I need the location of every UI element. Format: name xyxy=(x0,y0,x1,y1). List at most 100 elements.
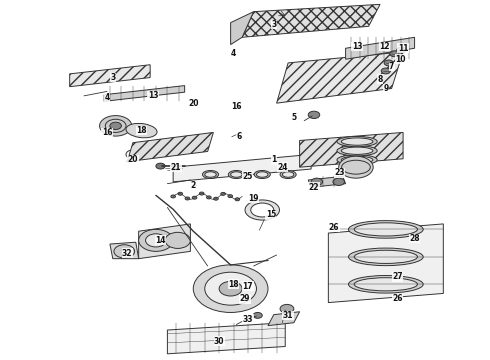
Ellipse shape xyxy=(228,171,245,179)
Text: 26: 26 xyxy=(329,223,340,232)
Text: 7: 7 xyxy=(389,62,394,71)
Text: 10: 10 xyxy=(395,55,405,64)
Circle shape xyxy=(381,68,391,74)
Ellipse shape xyxy=(251,203,274,217)
Text: 21: 21 xyxy=(171,163,181,172)
Circle shape xyxy=(333,178,344,185)
Circle shape xyxy=(110,122,122,130)
Circle shape xyxy=(193,265,268,312)
Circle shape xyxy=(219,282,242,296)
Text: 33: 33 xyxy=(243,315,253,324)
Text: 13: 13 xyxy=(148,91,158,100)
Text: 3: 3 xyxy=(110,73,116,82)
Text: 5: 5 xyxy=(291,113,296,122)
Text: 30: 30 xyxy=(214,337,224,346)
Text: 4: 4 xyxy=(231,49,236,58)
Text: 8: 8 xyxy=(377,75,383,84)
Ellipse shape xyxy=(282,172,294,177)
Ellipse shape xyxy=(256,172,268,177)
Polygon shape xyxy=(139,224,191,259)
Text: 18: 18 xyxy=(228,280,239,289)
Text: 22: 22 xyxy=(309,183,319,192)
Text: 20: 20 xyxy=(128,156,138,165)
Ellipse shape xyxy=(354,250,417,264)
Text: 24: 24 xyxy=(277,163,288,172)
Circle shape xyxy=(165,232,191,248)
Circle shape xyxy=(339,156,373,178)
Circle shape xyxy=(221,192,225,195)
Text: 31: 31 xyxy=(283,311,294,320)
Text: 4: 4 xyxy=(104,93,110,102)
Polygon shape xyxy=(308,176,345,187)
Text: 9: 9 xyxy=(383,84,389,93)
Ellipse shape xyxy=(337,155,377,165)
Text: 16: 16 xyxy=(102,128,112,137)
Text: 16: 16 xyxy=(231,102,242,111)
Polygon shape xyxy=(231,12,254,45)
Ellipse shape xyxy=(231,172,242,177)
Text: 13: 13 xyxy=(352,42,362,51)
Text: 23: 23 xyxy=(335,168,345,177)
Circle shape xyxy=(397,47,406,53)
Circle shape xyxy=(185,197,190,200)
Circle shape xyxy=(146,234,166,247)
Polygon shape xyxy=(127,132,213,162)
Text: 27: 27 xyxy=(392,273,403,282)
Text: 6: 6 xyxy=(237,132,242,141)
Circle shape xyxy=(228,195,233,198)
Polygon shape xyxy=(104,86,185,101)
Text: 29: 29 xyxy=(240,294,250,303)
Polygon shape xyxy=(299,132,403,167)
Ellipse shape xyxy=(348,221,423,238)
Text: 28: 28 xyxy=(409,234,420,243)
Circle shape xyxy=(139,229,173,251)
Text: 3: 3 xyxy=(271,20,276,29)
Text: 11: 11 xyxy=(398,44,408,53)
Polygon shape xyxy=(110,242,139,259)
Polygon shape xyxy=(277,52,403,103)
Ellipse shape xyxy=(342,138,373,145)
Circle shape xyxy=(311,178,322,185)
Ellipse shape xyxy=(245,200,279,220)
Ellipse shape xyxy=(254,171,270,179)
Polygon shape xyxy=(345,37,415,59)
Text: 1: 1 xyxy=(271,156,276,165)
Ellipse shape xyxy=(205,172,216,177)
Polygon shape xyxy=(268,312,299,326)
Text: 19: 19 xyxy=(248,194,259,203)
Circle shape xyxy=(205,272,256,305)
Text: 12: 12 xyxy=(379,42,390,51)
Ellipse shape xyxy=(337,145,377,156)
Text: 20: 20 xyxy=(188,99,198,108)
Polygon shape xyxy=(70,65,150,87)
Circle shape xyxy=(235,198,240,201)
Circle shape xyxy=(199,192,204,195)
Ellipse shape xyxy=(342,156,373,163)
Text: 2: 2 xyxy=(191,181,196,190)
Circle shape xyxy=(178,192,183,195)
Circle shape xyxy=(308,111,320,118)
Circle shape xyxy=(206,196,211,199)
Ellipse shape xyxy=(354,223,417,236)
Text: 18: 18 xyxy=(136,126,147,135)
Ellipse shape xyxy=(337,136,377,147)
Ellipse shape xyxy=(202,171,219,179)
Ellipse shape xyxy=(348,275,423,293)
Circle shape xyxy=(214,197,218,200)
Text: 32: 32 xyxy=(122,249,132,258)
Circle shape xyxy=(156,163,165,169)
Ellipse shape xyxy=(126,123,157,138)
Circle shape xyxy=(171,195,175,198)
Circle shape xyxy=(99,116,132,136)
Text: 17: 17 xyxy=(243,282,253,291)
Text: 14: 14 xyxy=(155,236,166,245)
Polygon shape xyxy=(168,323,285,354)
Circle shape xyxy=(280,305,294,313)
Ellipse shape xyxy=(354,278,417,291)
Polygon shape xyxy=(173,154,311,182)
Text: 26: 26 xyxy=(392,294,403,303)
Circle shape xyxy=(192,196,197,199)
Polygon shape xyxy=(328,224,443,303)
Circle shape xyxy=(114,245,135,258)
Circle shape xyxy=(253,312,262,318)
